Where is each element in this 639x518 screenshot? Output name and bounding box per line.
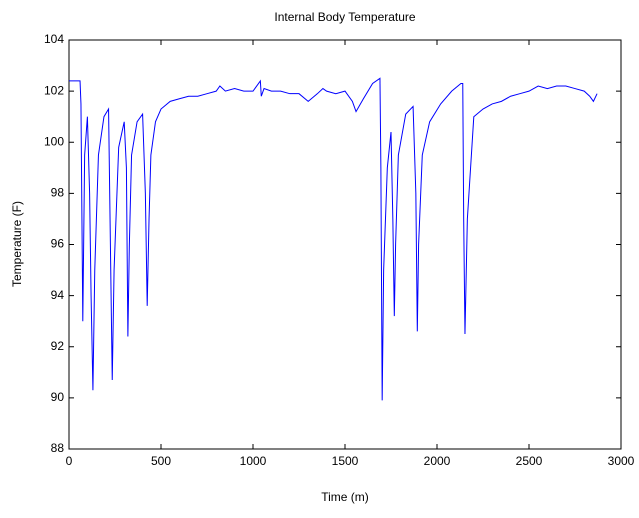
y-axis-label: Temperature (F) bbox=[10, 201, 24, 287]
y-tick-label: 102 bbox=[44, 83, 64, 97]
x-tick-label: 3000 bbox=[608, 454, 635, 468]
x-tick-label: 1000 bbox=[240, 454, 267, 468]
x-tick-label: 1500 bbox=[332, 454, 359, 468]
chart-title: Internal Body Temperature bbox=[274, 10, 416, 24]
x-tick-label: 2500 bbox=[516, 454, 543, 468]
y-tick-label: 98 bbox=[51, 186, 65, 200]
y-tick-label: 104 bbox=[44, 32, 64, 46]
x-tick-label: 500 bbox=[151, 454, 171, 468]
y-tick-label: 94 bbox=[51, 288, 65, 302]
plot-frame bbox=[68, 39, 622, 450]
x-tick-label: 2000 bbox=[424, 454, 451, 468]
y-tick-label: 88 bbox=[51, 441, 65, 455]
x-axis-label: Time (m) bbox=[321, 490, 369, 504]
x-tick-label: 0 bbox=[66, 454, 73, 468]
y-tick-label: 96 bbox=[51, 237, 65, 251]
y-tick-label: 92 bbox=[51, 339, 65, 353]
y-tick-label: 90 bbox=[51, 390, 65, 404]
data-line bbox=[69, 77, 598, 401]
y-tick-label: 100 bbox=[44, 134, 64, 148]
